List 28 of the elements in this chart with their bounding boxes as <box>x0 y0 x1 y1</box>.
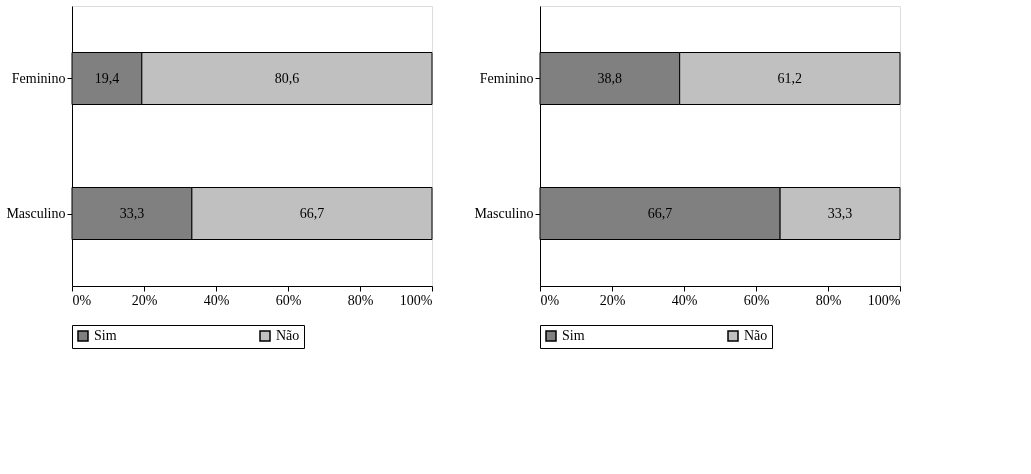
y-tick-label: Feminino <box>11 71 66 86</box>
legend-label: Sim <box>562 328 585 343</box>
x-tick-label: 20% <box>131 292 158 308</box>
data-label: 61,2 <box>777 70 803 86</box>
x-tick-label: 100% <box>867 292 901 308</box>
x-tick-label: 60% <box>743 292 770 308</box>
y-tick-label: Feminino <box>479 71 534 86</box>
y-tick-label: Masculino <box>6 206 66 221</box>
data-label: 19,4 <box>94 70 120 86</box>
x-tick-label: 0% <box>540 292 560 308</box>
y-tick-label: Masculino <box>474 206 534 221</box>
data-label: 38,8 <box>597 70 623 86</box>
data-label: 66,7 <box>299 205 325 221</box>
data-label: 33,3 <box>119 205 145 221</box>
x-tick-label: 40% <box>671 292 698 308</box>
legend-label: Não <box>744 328 768 343</box>
x-tick-label: 80% <box>815 292 842 308</box>
x-tick-label: 80% <box>347 292 374 308</box>
data-label: 66,7 <box>647 205 673 221</box>
x-tick-label: 60% <box>275 292 302 308</box>
legend-label: Não <box>276 328 300 343</box>
data-label: 33,3 <box>827 205 853 221</box>
x-tick-label: 40% <box>203 292 230 308</box>
legend-label: Sim <box>94 328 117 343</box>
data-label: 80,6 <box>274 70 300 86</box>
x-tick-label: 20% <box>599 292 626 308</box>
x-tick-label: 0% <box>72 292 92 308</box>
x-tick-label: 100% <box>399 292 433 308</box>
